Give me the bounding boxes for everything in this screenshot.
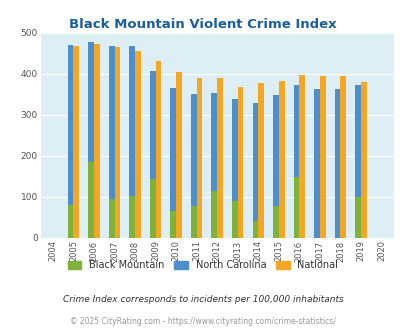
Bar — [252, 221, 258, 238]
Bar — [170, 211, 176, 238]
Bar — [135, 51, 141, 238]
Bar — [211, 190, 217, 238]
Bar — [176, 72, 181, 238]
Bar — [68, 205, 73, 238]
Text: © 2025 CityRating.com - https://www.cityrating.com/crime-statistics/: © 2025 CityRating.com - https://www.city… — [70, 317, 335, 326]
Bar — [196, 79, 202, 238]
Bar — [339, 76, 345, 238]
Text: Crime Index corresponds to incidents per 100,000 inhabitants: Crime Index corresponds to incidents per… — [62, 295, 343, 304]
Bar — [170, 88, 176, 238]
Bar — [129, 196, 135, 238]
Bar — [114, 47, 120, 238]
Bar — [278, 81, 284, 238]
Bar — [273, 206, 278, 238]
Bar — [231, 99, 237, 238]
Bar — [109, 46, 114, 238]
Bar — [298, 75, 304, 238]
Bar — [73, 46, 79, 238]
Bar — [149, 180, 155, 238]
Legend: Black Mountain, North Carolina, National: Black Mountain, North Carolina, National — [64, 256, 341, 274]
Bar — [313, 89, 319, 238]
Bar — [293, 85, 298, 238]
Bar — [190, 206, 196, 238]
Bar — [293, 177, 298, 238]
Bar — [258, 83, 263, 238]
Bar — [237, 87, 243, 238]
Bar — [149, 72, 155, 238]
Bar — [109, 199, 114, 238]
Bar — [129, 46, 135, 238]
Bar — [319, 76, 325, 238]
Bar — [252, 103, 258, 238]
Bar — [354, 85, 360, 238]
Bar — [273, 95, 278, 238]
Bar — [217, 78, 222, 238]
Bar — [88, 162, 94, 238]
Bar — [155, 61, 161, 238]
Bar — [360, 82, 366, 238]
Bar — [334, 89, 339, 238]
Bar — [354, 197, 360, 238]
Bar — [68, 45, 73, 238]
Bar — [231, 201, 237, 238]
Bar — [88, 42, 94, 238]
Text: Black Mountain Violent Crime Index: Black Mountain Violent Crime Index — [69, 18, 336, 31]
Bar — [190, 94, 196, 238]
Bar — [211, 93, 217, 238]
Bar — [94, 44, 100, 238]
